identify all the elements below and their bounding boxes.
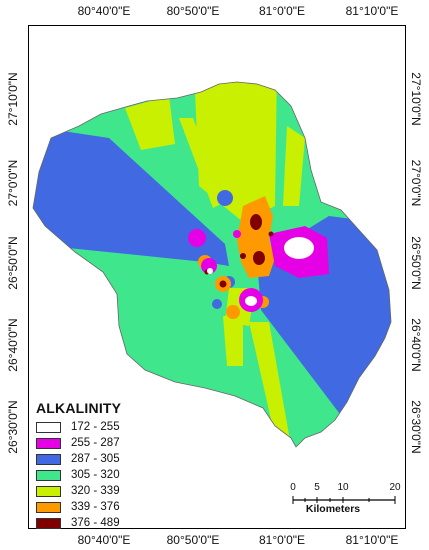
scale-unit-label: Kilometers bbox=[305, 503, 361, 515]
legend-label: 376 - 489 bbox=[71, 517, 120, 529]
left-latitude-label: 26°40'0"N bbox=[6, 318, 20, 372]
bottom-longitude-label: 81°0'0"E bbox=[258, 533, 306, 547]
zone-255-287 bbox=[201, 258, 217, 274]
zone-320-339 bbox=[125, 96, 175, 150]
right-latitude-label: 26°40'0"N bbox=[409, 318, 423, 372]
zone-287-305 bbox=[217, 190, 233, 206]
legend-label: 255 - 287 bbox=[71, 437, 120, 449]
legend-item: 172 - 255 bbox=[36, 419, 146, 435]
legend-item: 255 - 287 bbox=[36, 435, 146, 451]
top-longitude-label: 81°10'0"E bbox=[345, 4, 399, 18]
legend-title: ALKALINITY bbox=[36, 400, 122, 416]
legend-label: 339 - 376 bbox=[71, 501, 120, 513]
bottom-longitude-label: 80°40'0"E bbox=[77, 533, 131, 547]
zone-320-339 bbox=[179, 118, 225, 208]
legend-item: 376 - 489 bbox=[36, 515, 146, 531]
scale-tick-label: 20 bbox=[389, 482, 401, 493]
zone-172-255 bbox=[245, 296, 257, 306]
top-longitude-label: 80°50'0"E bbox=[166, 4, 220, 18]
alkalinity-map bbox=[32, 81, 392, 448]
left-latitude-label: 26°30'0"N bbox=[6, 400, 20, 454]
legend-swatch bbox=[36, 469, 61, 481]
zone-320-339 bbox=[283, 126, 305, 206]
top-longitude-label: 80°40'0"E bbox=[77, 4, 131, 18]
right-latitude-label: 26°30'0"N bbox=[409, 400, 423, 454]
zone-339-376 bbox=[237, 196, 275, 278]
zone-172-255 bbox=[207, 268, 213, 274]
legend-label: 320 - 339 bbox=[71, 485, 120, 497]
right-latitude-label: 27°10'0"N bbox=[409, 72, 423, 126]
right-latitude-label: 26°50'0"N bbox=[409, 236, 423, 290]
zone-376-489 bbox=[240, 253, 246, 259]
zone-287-305 bbox=[33, 126, 229, 266]
legend-item: 287 - 305 bbox=[36, 451, 146, 467]
legend-label: 287 - 305 bbox=[71, 453, 120, 465]
scale-bar: 0 5 10 20 Kilometers bbox=[285, 475, 405, 515]
legend-swatch bbox=[36, 421, 61, 433]
zone-320-339 bbox=[249, 322, 291, 446]
zone-172-255 bbox=[284, 237, 314, 259]
bottom-longitude-label: 80°50'0"E bbox=[166, 533, 220, 547]
zone-255-287 bbox=[188, 229, 206, 247]
zone-376-489 bbox=[268, 231, 274, 237]
zone-376-489 bbox=[250, 214, 262, 230]
legend-swatch bbox=[36, 453, 61, 465]
legend: ALKALINITY 172 - 255 255 - 287 287 - 305… bbox=[36, 400, 146, 531]
legend-swatch bbox=[36, 437, 61, 449]
zone-320-339 bbox=[223, 316, 243, 366]
top-longitude-label: 81°0'0"E bbox=[258, 4, 306, 18]
zone-376-489 bbox=[253, 251, 265, 265]
district-boundary bbox=[32, 81, 392, 448]
zone-287-305 bbox=[212, 299, 222, 309]
map-frame bbox=[28, 25, 406, 529]
zone-339-376 bbox=[226, 305, 240, 319]
left-latitude-label: 27°0'0"N bbox=[6, 159, 20, 207]
left-latitude-label: 27°10'0"N bbox=[6, 72, 20, 126]
legend-item: 305 - 320 bbox=[36, 467, 146, 483]
legend-swatch bbox=[36, 485, 61, 497]
scale-tick-label: 10 bbox=[337, 482, 349, 493]
left-latitude-label: 26°50'0"N bbox=[6, 236, 20, 290]
legend-label: 172 - 255 bbox=[71, 421, 120, 433]
zone-376-489 bbox=[219, 280, 227, 288]
zone-255-287 bbox=[233, 230, 241, 238]
legend-swatch bbox=[36, 501, 61, 513]
legend-swatch bbox=[36, 517, 61, 529]
right-latitude-label: 27°0'0"N bbox=[409, 159, 423, 207]
scale-tick-label: 5 bbox=[314, 482, 320, 493]
scale-tick-label: 0 bbox=[290, 482, 296, 493]
legend-label: 305 - 320 bbox=[71, 469, 120, 481]
scale-bar-graphic bbox=[292, 496, 396, 504]
bottom-longitude-label: 81°10'0"E bbox=[345, 533, 399, 547]
legend-item: 339 - 376 bbox=[36, 499, 146, 515]
legend-item: 320 - 339 bbox=[36, 483, 146, 499]
